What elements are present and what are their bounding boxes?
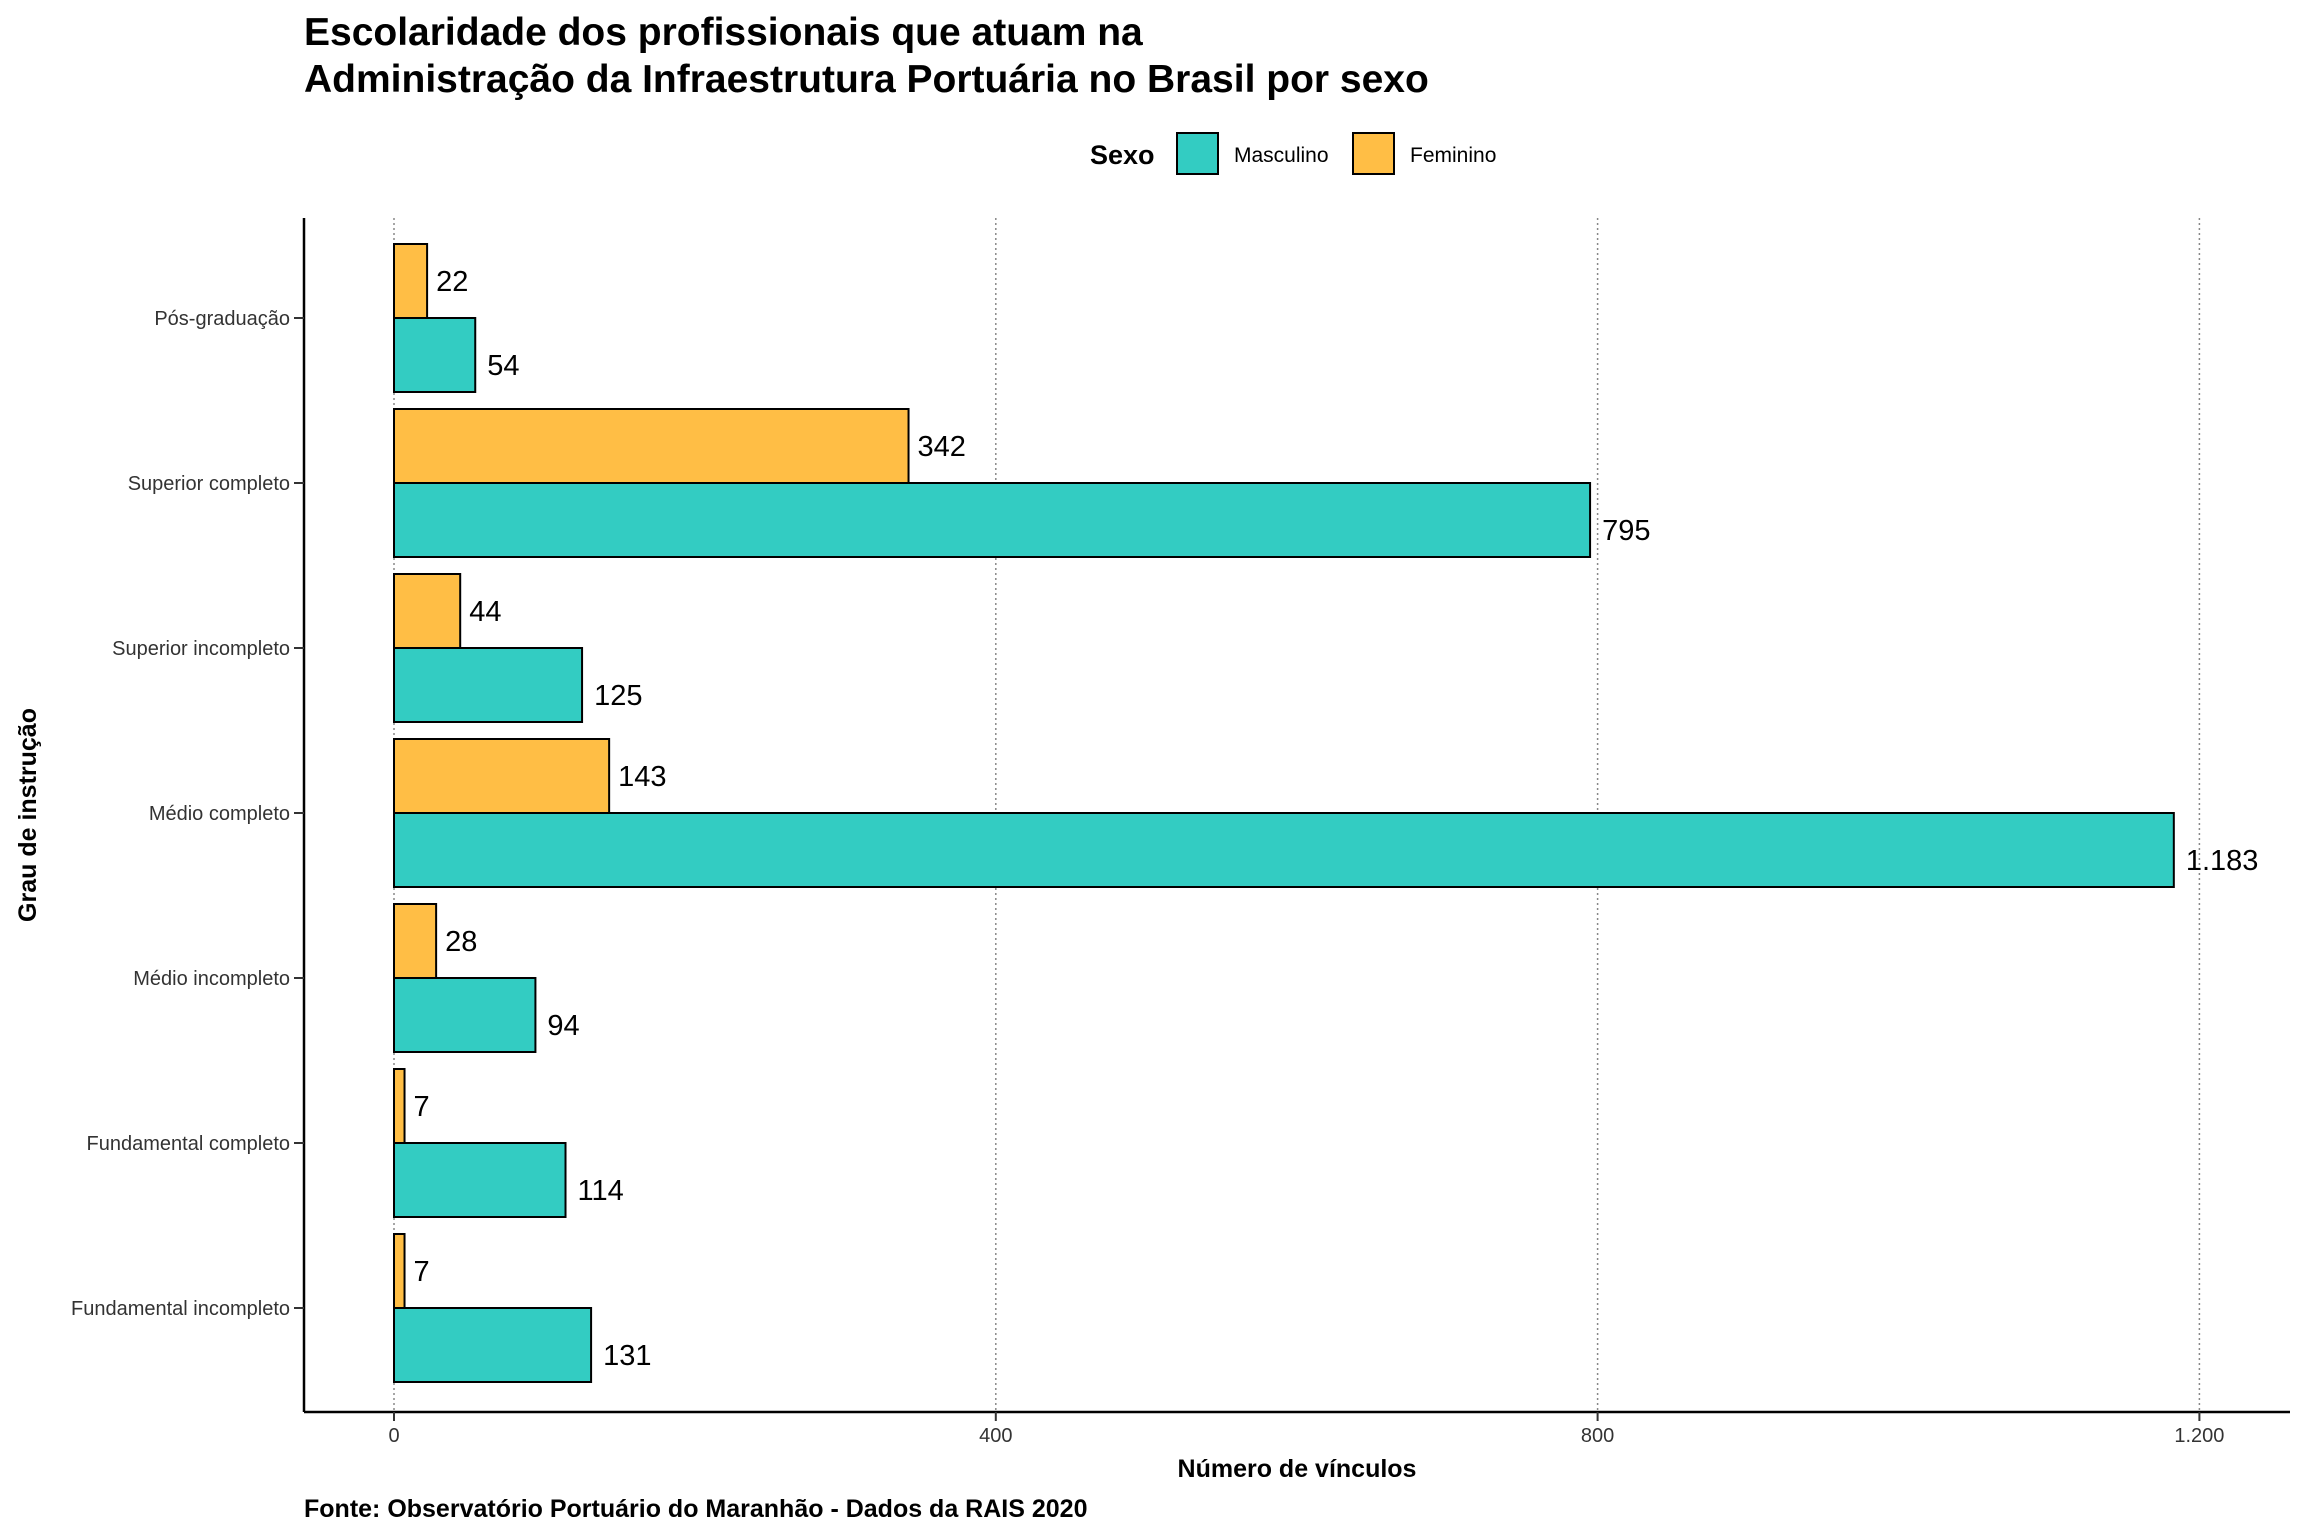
bar-masculino [393, 317, 477, 393]
bar-feminino [393, 408, 910, 484]
y-axis-title: Grau de instrução [14, 708, 42, 922]
y-axis: Pós-graduação Superior completo Superior i… [71, 308, 304, 1320]
caption: Fonte: Observatório Portuário do Maranhã… [304, 1495, 1087, 1523]
bar-feminino [393, 738, 611, 814]
y-tick-label: Fundamental incompleto [71, 1298, 290, 1320]
value-label-feminino: 28 [445, 926, 477, 958]
value-label-masculino: 131 [603, 1340, 651, 1372]
value-label-masculino: 125 [594, 680, 642, 712]
value-label-masculino: 94 [547, 1010, 579, 1042]
bar-feminino [393, 1233, 406, 1309]
value-label-feminino: 7 [414, 1091, 430, 1123]
chart-title-line-2: Administração da Infraestrutura Portuári… [304, 58, 1429, 101]
value-label-masculino: 1.183 [2186, 845, 2259, 877]
legend-label-masculino: Masculino [1234, 144, 1329, 167]
x-tick-label: 0 [388, 1425, 399, 1447]
bar-feminino [393, 903, 438, 979]
legend: Sexo Masculino Feminino [1090, 132, 1496, 175]
bar-masculino [393, 482, 1592, 558]
x-tick-label: 1.200 [2174, 1425, 2224, 1447]
value-label-feminino: 22 [436, 266, 468, 298]
value-label-feminino: 342 [918, 431, 966, 463]
value-label-feminino: 44 [469, 596, 501, 628]
y-tick-label: Pós-graduação [154, 308, 290, 330]
bar-masculino [393, 812, 2175, 888]
legend-title: Sexo [1090, 140, 1155, 170]
value-label-feminino: 7 [414, 1256, 430, 1288]
y-tick-label: Fundamental completo [87, 1133, 290, 1155]
bar-feminino [393, 573, 462, 649]
legend-label-feminino: Feminino [1410, 144, 1496, 167]
bar-masculino [393, 647, 584, 723]
bar-masculino [393, 1142, 567, 1218]
bar-feminino [393, 1068, 406, 1144]
chart-title-line-1: Escolaridade dos profissionais que atuam… [304, 11, 1143, 54]
x-tick-label: 400 [979, 1425, 1012, 1447]
value-label-masculino: 54 [487, 350, 519, 382]
bars [393, 243, 2175, 1383]
x-axis-title: Número de vínculos [1178, 1455, 1417, 1483]
bar-masculino [393, 1307, 593, 1383]
value-label-feminino: 143 [618, 761, 666, 793]
x-axis: 0 400 800 1.200 [388, 1412, 2224, 1447]
value-label-masculino: 795 [1602, 515, 1650, 547]
legend-swatch-masculino [1176, 132, 1219, 175]
bar-masculino [393, 977, 537, 1053]
legend-swatch-feminino [1352, 132, 1395, 175]
y-tick-label: Médio completo [149, 803, 290, 825]
value-labels: 22 54 342 795 44 125 143 1.183 28 94 7 114 7 131 [414, 266, 2259, 1372]
y-tick-label: Médio incompleto [133, 968, 290, 990]
y-tick-label: Superior completo [128, 473, 290, 495]
value-label-masculino: 114 [578, 1175, 624, 1207]
y-tick-label: Superior incompleto [112, 638, 290, 660]
x-tick-label: 800 [1581, 1425, 1614, 1447]
bar-feminino [393, 243, 429, 319]
